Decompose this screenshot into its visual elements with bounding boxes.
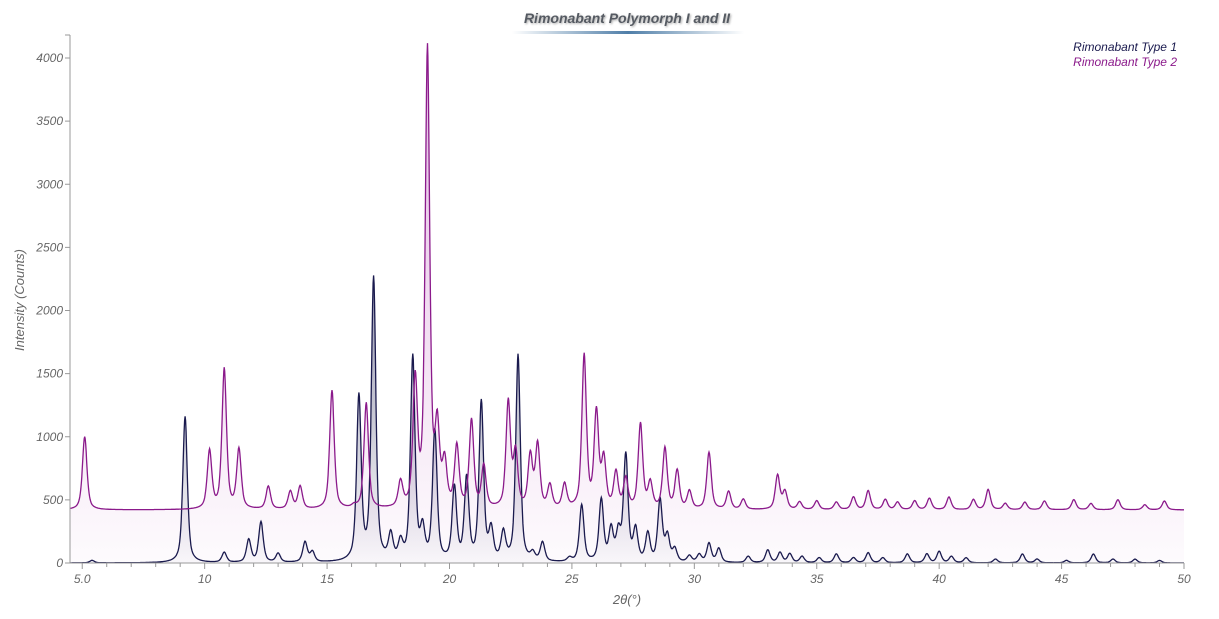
- y-tick-label: 3000: [36, 177, 63, 191]
- legend-item-type-2[interactable]: Rimonabant Type 2: [1073, 55, 1177, 69]
- y-tick-label: 2500: [35, 240, 63, 254]
- y-tick-label: 1500: [36, 367, 63, 381]
- y-tick-label: 0: [56, 556, 63, 570]
- chart-title: Rimonabant Polymorph I and II: [523, 10, 731, 26]
- y-tick-label: 3500: [36, 114, 63, 128]
- series-line-1[interactable]: [70, 275, 1184, 564]
- y-tick-label: 500: [43, 493, 63, 507]
- title-underline: [512, 31, 744, 34]
- series-lines: [69, 43, 1184, 564]
- x-tick-label: 5.0: [74, 572, 91, 586]
- legend: Rimonabant Type 1 Rimonabant Type 2: [1073, 40, 1177, 70]
- x-tick-label: 40: [932, 572, 946, 586]
- legend-item-type-1[interactable]: Rimonabant Type 1: [1073, 40, 1177, 54]
- series-line-2[interactable]: [69, 43, 1184, 511]
- y-tick-label: 2000: [35, 304, 63, 318]
- x-tick-label: 35: [810, 572, 824, 586]
- y-tick-label: 4000: [36, 51, 63, 65]
- x-tick-label: 20: [442, 572, 457, 586]
- x-axis-title: 2θ(°): [612, 592, 641, 607]
- y-axis-title: Intensity (Counts): [12, 249, 27, 351]
- x-tick-label: 15: [320, 572, 334, 586]
- axes: 0 500 1000 1500 2000 2500 3000 3500 4000 5.0 10 15 2…: [35, 34, 1191, 586]
- x-tick-label: 45: [1055, 572, 1069, 586]
- x-tick-label: 10: [198, 572, 212, 586]
- y-tick-label: 1000: [36, 430, 63, 444]
- x-tick-label: 30: [688, 572, 702, 586]
- x-tick-label: 50: [1177, 572, 1191, 586]
- x-tick-label: 25: [564, 572, 579, 586]
